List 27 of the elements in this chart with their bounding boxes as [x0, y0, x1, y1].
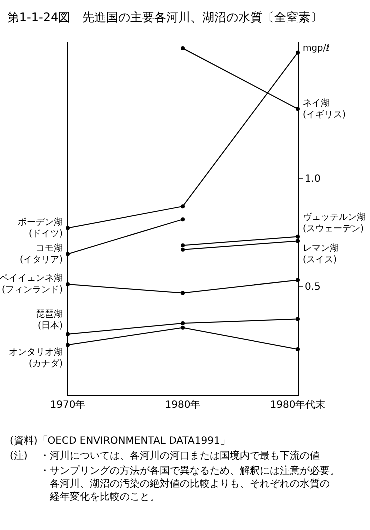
text: ・河川については、各河川の河口または国境内で最も下流の値: [40, 450, 320, 462]
x-tick-label: 1980年代末: [270, 399, 326, 411]
y-tick-label: 1.0: [305, 174, 321, 185]
point: [181, 204, 185, 209]
point: [181, 291, 185, 296]
text: (資料)「OECD ENVIRONMENTAL DATA1991」: [10, 435, 230, 447]
series-label: ネイ湖 (イギリス): [303, 98, 346, 121]
point: [181, 326, 185, 330]
series-label: ボーデン湖 (ドイツ): [18, 217, 63, 240]
chart-title: 第1-1-24図 先進国の主要各河川、湖沼の水質〔全窒素〕: [7, 10, 323, 25]
series-label: オンタリオ湖 (カナダ): [9, 347, 63, 370]
point: [181, 218, 185, 222]
point: [181, 248, 185, 252]
y-axis-title: mgp/ℓ: [303, 44, 330, 54]
series-label: レマン湖 (スイス): [303, 243, 339, 266]
series-label: コモ湖 (イタリア): [20, 243, 64, 266]
series-label: ヴェッテルン湖 (スウェーデン): [303, 212, 366, 235]
series-label: 琵琶湖 (日本): [36, 309, 63, 332]
x-tick-label: 1970年: [50, 399, 86, 411]
y-tick-label: 0.5: [305, 282, 321, 294]
text: ・サンプリングの方法が各国で異なるため、解釈には注意が必要。各河川、湖沼の汚染の絶対値の比較よりも、それぞれの水質の経年変化を比較のこと。: [40, 465, 340, 503]
series-label: ペイイェンネ湖 (フィンランド): [0, 273, 63, 296]
point: [181, 46, 185, 50]
x-tick-label: 1980年: [165, 399, 201, 411]
point: [181, 244, 185, 248]
point: [181, 322, 185, 326]
text: (注): [10, 450, 28, 462]
